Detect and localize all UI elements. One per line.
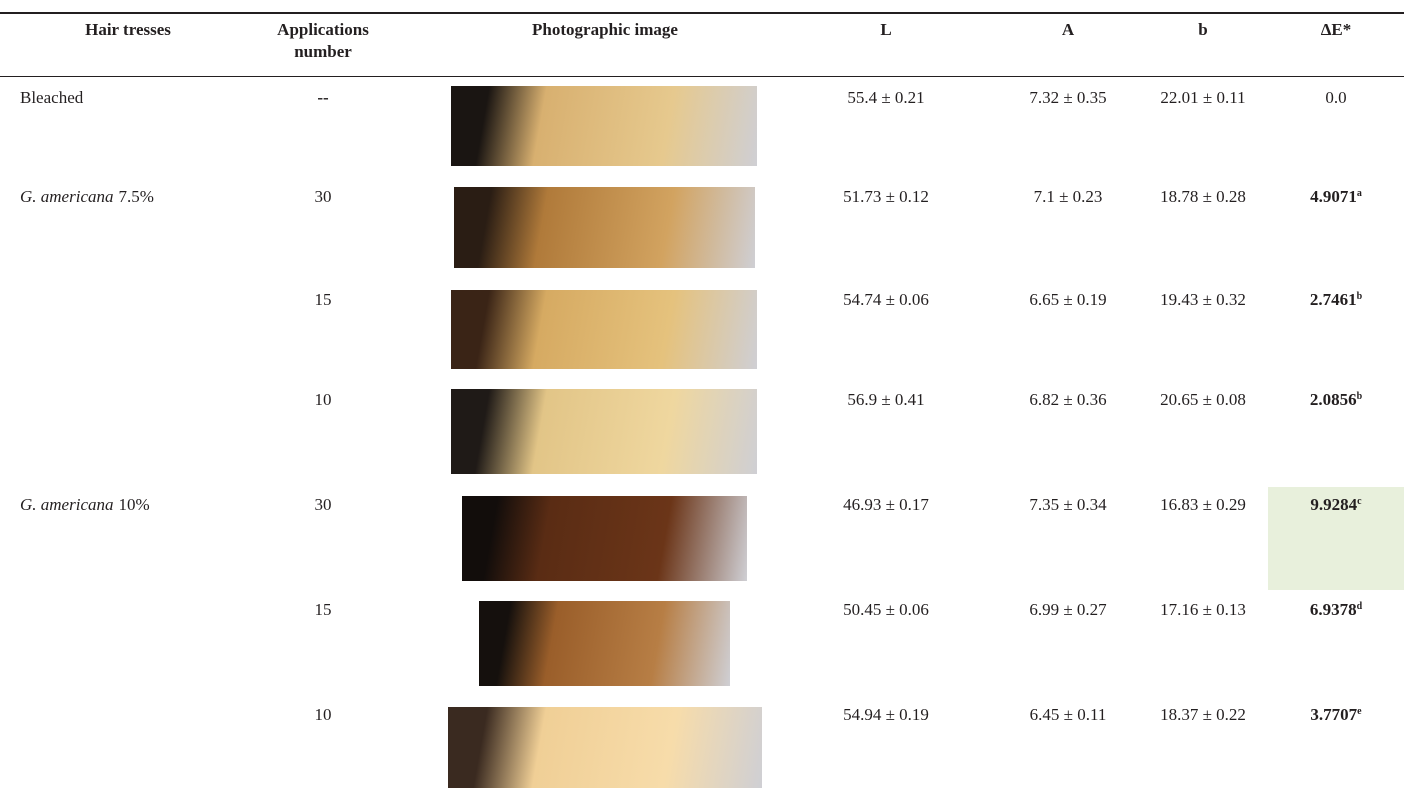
delta-e: 4.9071a <box>1286 187 1386 207</box>
delta-e-value: 2.0856 <box>1310 390 1357 409</box>
column-header: A <box>1018 19 1118 41</box>
group-label: Bleached <box>20 88 83 108</box>
column-header: b <box>1153 19 1253 41</box>
hair-photo <box>451 389 757 474</box>
concentration: 7.5% <box>118 187 153 206</box>
hair-photo <box>448 707 762 788</box>
column-header: Hair tresses <box>20 19 236 41</box>
delta-e-value: 2.7461 <box>1310 290 1357 309</box>
applications: 30 <box>273 495 373 515</box>
hair-photo <box>451 290 757 369</box>
significance-letter: e <box>1357 706 1361 717</box>
delta-e: 2.7461b <box>1286 290 1386 310</box>
delta-e: 2.0856b <box>1286 390 1386 410</box>
measure-l: 46.93 ± 0.17 <box>836 495 936 515</box>
significance-letter: a <box>1357 188 1362 199</box>
table-page: Hair tresses Applications number Photograp… <box>0 0 1404 792</box>
delta-e: 9.9284c <box>1286 495 1386 515</box>
group-label: G. americana 7.5% <box>20 187 154 207</box>
delta-e-value: 4.9071 <box>1310 187 1357 206</box>
measure-a: 6.82 ± 0.36 <box>1018 390 1118 410</box>
significance-letter: b <box>1357 391 1363 402</box>
hair-photo <box>451 86 757 166</box>
measure-l: 56.9 ± 0.41 <box>836 390 936 410</box>
measure-b: 19.43 ± 0.32 <box>1153 290 1253 310</box>
column-header: Photographic image <box>455 19 755 41</box>
applications: 30 <box>273 187 373 207</box>
group-label: G. americana 10% <box>20 495 150 515</box>
measure-b: 18.37 ± 0.22 <box>1153 705 1253 725</box>
measure-l: 54.74 ± 0.06 <box>836 290 936 310</box>
hair-photo <box>454 187 755 268</box>
applications: -- <box>273 88 373 108</box>
measure-b: 22.01 ± 0.11 <box>1153 88 1253 108</box>
delta-e-value: 0.0 <box>1325 88 1346 107</box>
applications: 15 <box>273 600 373 620</box>
measure-b: 18.78 ± 0.28 <box>1153 187 1253 207</box>
measure-l: 55.4 ± 0.21 <box>836 88 936 108</box>
column-header: Applications number <box>270 19 376 63</box>
species: G. americana <box>20 495 113 514</box>
top-rule <box>0 12 1404 14</box>
applications: 10 <box>273 705 373 725</box>
species: G. americana <box>20 187 113 206</box>
measure-a: 6.45 ± 0.11 <box>1018 705 1118 725</box>
measure-a: 6.99 ± 0.27 <box>1018 600 1118 620</box>
hair-photo <box>462 496 747 581</box>
delta-e-value: 3.7707 <box>1310 705 1357 724</box>
delta-e-value: 6.9378 <box>1310 600 1357 619</box>
measure-a: 7.1 ± 0.23 <box>1018 187 1118 207</box>
measure-b: 20.65 ± 0.08 <box>1153 390 1253 410</box>
measure-l: 50.45 ± 0.06 <box>836 600 936 620</box>
applications: 15 <box>273 290 373 310</box>
concentration: 10% <box>118 495 149 514</box>
measure-l: 51.73 ± 0.12 <box>836 187 936 207</box>
delta-e: 0.0 <box>1286 88 1386 108</box>
delta-e-value: 9.9284 <box>1310 495 1357 514</box>
header-rule <box>0 76 1404 77</box>
significance-letter: c <box>1357 496 1361 507</box>
hair-photo <box>479 601 730 686</box>
applications: 10 <box>273 390 373 410</box>
column-header: ΔE* <box>1286 19 1386 41</box>
delta-e: 3.7707e <box>1286 705 1386 725</box>
measure-b: 17.16 ± 0.13 <box>1153 600 1253 620</box>
delta-e: 6.9378d <box>1286 600 1386 620</box>
column-header: L <box>836 19 936 41</box>
significance-letter: b <box>1357 291 1363 302</box>
significance-letter: d <box>1357 601 1363 612</box>
measure-b: 16.83 ± 0.29 <box>1153 495 1253 515</box>
measure-l: 54.94 ± 0.19 <box>836 705 936 725</box>
measure-a: 7.35 ± 0.34 <box>1018 495 1118 515</box>
measure-a: 7.32 ± 0.35 <box>1018 88 1118 108</box>
measure-a: 6.65 ± 0.19 <box>1018 290 1118 310</box>
